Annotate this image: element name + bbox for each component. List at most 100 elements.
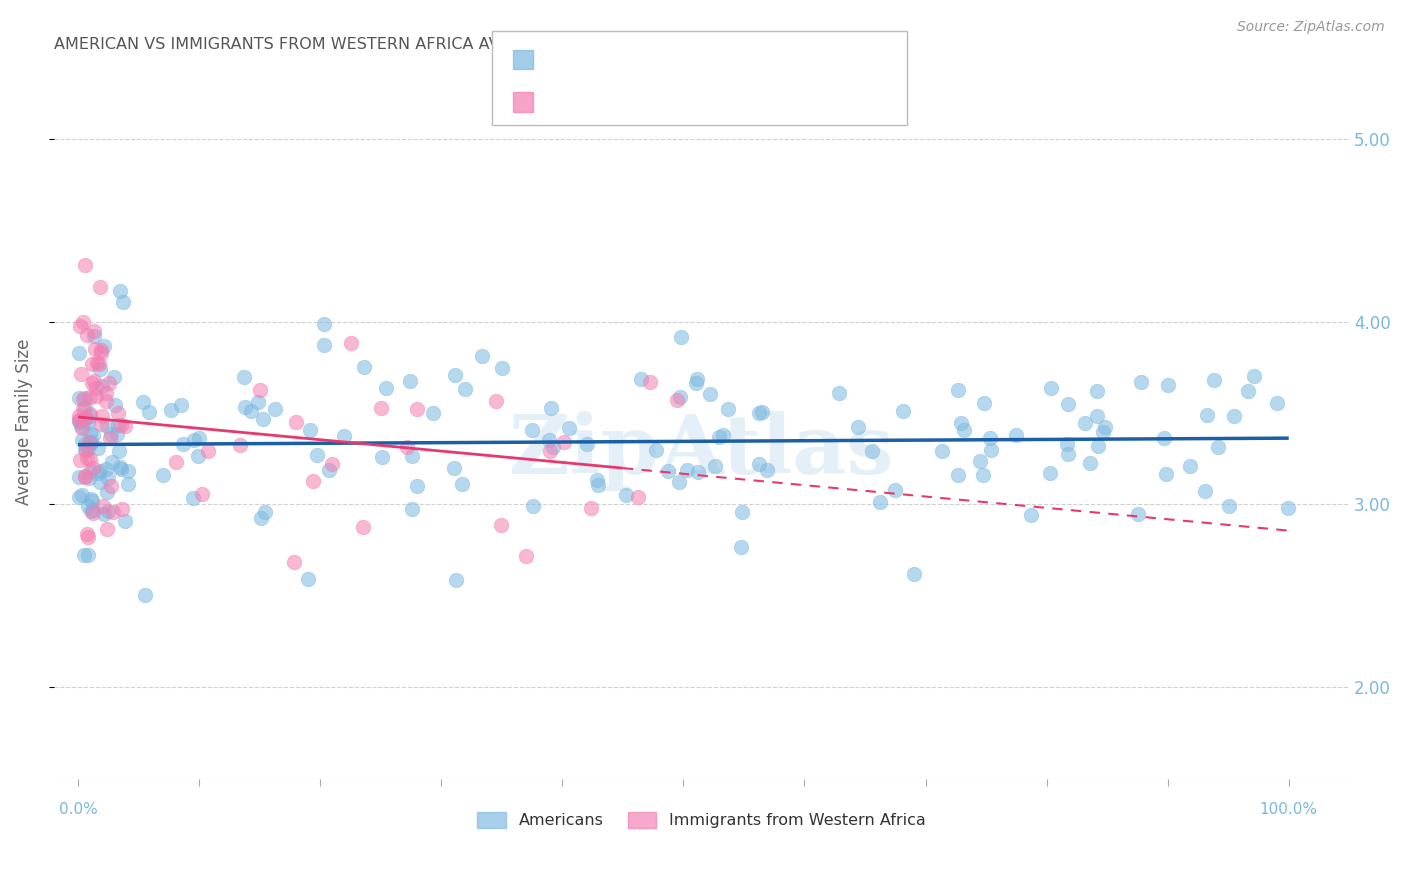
Point [453,382,475,396]
Point [91,379,114,393]
Point [1056,397,1078,411]
Point [96,419,118,434]
Point [640,375,662,389]
Point [93,507,115,521]
Point [73,442,96,457]
Point [1056,436,1078,450]
Point [333,429,356,443]
Point [100,479,122,493]
Point [76,500,98,514]
Point [94,385,117,400]
Point [110,418,132,433]
Point [1039,466,1062,480]
Point [79,409,101,423]
Point [1085,409,1108,423]
Point [1126,507,1149,521]
Point [84,342,107,356]
Point [73,400,96,414]
Point [79,407,101,421]
Point [1094,419,1116,434]
Point [1223,409,1246,423]
Point [86,466,108,480]
Point [558,420,581,434]
Point [181,491,204,505]
Text: R =  0.046   N = 177: R = 0.046 N = 177 [544,51,733,69]
Point [67,345,90,359]
Point [1195,408,1218,422]
Point [183,434,205,448]
Point [699,386,721,401]
Point [1277,501,1299,516]
Point [401,501,423,516]
Point [67,409,90,423]
Point [249,383,271,397]
Point [299,423,322,437]
Point [586,473,609,487]
Point [669,390,692,404]
Point [108,284,131,298]
Point [1087,439,1109,453]
Point [645,443,668,458]
Point [748,406,770,420]
Point [73,411,96,425]
Point [73,258,96,272]
Point [537,434,560,448]
Point [1178,458,1201,473]
Point [90,417,112,432]
Point [398,375,420,389]
Point [685,376,707,390]
Point [70,434,93,448]
Point [101,505,124,519]
Point [132,395,155,409]
Point [73,548,96,562]
Point [253,505,276,519]
Point [112,295,135,310]
Point [187,449,209,463]
Point [297,572,319,586]
Point [79,471,101,485]
Point [1005,427,1028,442]
Point [80,357,103,371]
Point [828,385,851,400]
Point [84,389,107,403]
Point [371,450,394,465]
Text: Source: ZipAtlas.com: Source: ZipAtlas.com [1237,20,1385,34]
Point [627,491,650,505]
Point [83,324,105,338]
Point [302,474,325,488]
Point [972,467,994,482]
Point [312,318,335,332]
Point [89,463,111,477]
Text: ZipAtlas: ZipAtlas [509,411,894,491]
Point [973,396,995,410]
Point [543,440,565,454]
Y-axis label: Average Family Size: Average Family Size [15,339,32,506]
Point [172,436,194,450]
Point [443,368,465,382]
Point [703,458,725,473]
Point [969,454,991,468]
Point [575,436,598,450]
Point [264,401,287,416]
Point [160,403,183,417]
Point [1130,375,1153,389]
Point [72,401,94,416]
Point [72,392,94,407]
Point [75,469,97,483]
Point [76,328,98,343]
Point [70,367,93,381]
Point [67,412,90,426]
Point [860,443,883,458]
Point [321,457,343,471]
Point [1206,440,1229,454]
Text: AMERICAN VS IMMIGRANTS FROM WESTERN AFRICA AVERAGE FAMILY SIZE CORRELATION CHART: AMERICAN VS IMMIGRANTS FROM WESTERN AFRI… [53,37,832,53]
Point [229,438,252,452]
Point [444,573,467,587]
Point [79,452,101,467]
Point [89,358,111,372]
Point [86,356,108,370]
Point [70,421,93,435]
Point [730,540,752,554]
Point [90,409,112,423]
Point [80,376,103,390]
